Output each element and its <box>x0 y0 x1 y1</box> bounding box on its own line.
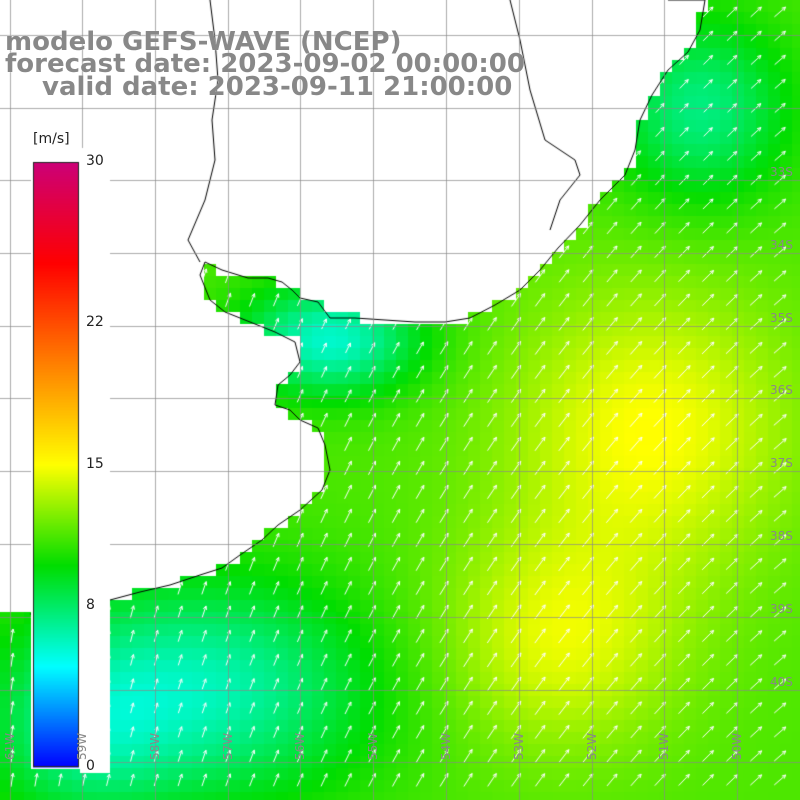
colorbar-tick-label: 8 <box>86 597 95 613</box>
lon-label: 61W <box>3 733 17 760</box>
valid-date: valid date: 2023-09-11 21:00:00 <box>42 72 513 102</box>
colorbar-tick-label: 30 <box>86 153 104 169</box>
colorbar-tick-label: 15 <box>86 456 104 472</box>
lon-label: 59W <box>75 733 89 760</box>
lon-label: 56W <box>293 733 307 760</box>
lon-label: 50W <box>730 733 744 760</box>
lat-label: 33S <box>770 165 793 179</box>
lon-label: 53W <box>512 733 526 760</box>
lon-label: 54W <box>439 733 453 760</box>
lat-label: 38S <box>770 529 793 543</box>
colorbar-unit: [m/s] <box>33 131 70 147</box>
colorbar-tick-label: 0 <box>86 758 95 774</box>
lat-label: 34S <box>770 238 793 252</box>
forecast-date: forecast date: 2023-09-02 00:00:00 <box>5 49 525 79</box>
lat-label: 39S <box>770 602 793 616</box>
lon-label: 51W <box>657 733 671 760</box>
lon-label: 52W <box>585 733 599 760</box>
lat-label: 35S <box>770 311 793 325</box>
lat-label: 40S <box>770 675 793 689</box>
colorbar-tick-label: 22 <box>86 314 104 330</box>
lat-label: 37S <box>770 456 793 470</box>
model-title: modelo GEFS-WAVE (NCEP) <box>5 27 402 57</box>
lat-label: 36S <box>770 383 793 397</box>
lon-label: 58W <box>148 733 162 760</box>
lon-label: 55W <box>366 733 380 760</box>
lon-label: 57W <box>221 733 235 760</box>
